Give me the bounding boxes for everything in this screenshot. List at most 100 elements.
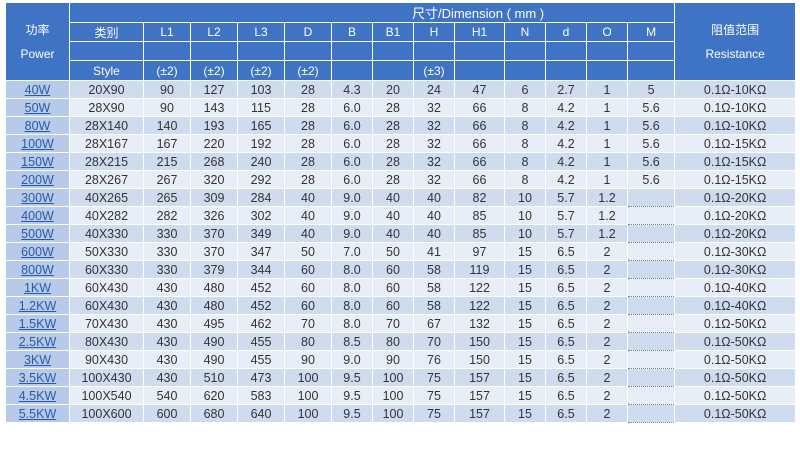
power-link[interactable]: 5.5KW	[18, 406, 57, 421]
dimension-cell	[626, 368, 676, 387]
table-row: 500W 40X330 330 370 349 40 9.0 40 40 85 10 5.7 1.2 0.…	[5, 224, 797, 243]
table-body: 40W 20X90 90 127 103 28 4.3 20 24 47 6 2.7 1 5 0.1Ω-10…	[5, 80, 797, 423]
dimension-cell: 50	[372, 242, 414, 261]
column-header: H	[413, 22, 455, 42]
style-cell: 100X430	[69, 368, 144, 387]
power-cell[interactable]: 150W	[5, 152, 70, 171]
power-link[interactable]: 600W	[21, 244, 54, 259]
power-cell[interactable]: 5.5KW	[5, 404, 70, 423]
dimension-cell	[626, 278, 676, 297]
power-cell[interactable]: 1.2KW	[5, 296, 70, 315]
column-header-spacer	[454, 41, 505, 61]
power-cell[interactable]: 200W	[5, 170, 70, 189]
dimension-cell: 66	[454, 134, 505, 153]
column-header-spacer	[237, 41, 285, 61]
power-link[interactable]: 2.5KW	[18, 334, 57, 349]
dimension-cell: 28	[372, 116, 414, 135]
dimension-cell: 620	[190, 386, 238, 405]
dimension-cell: 127	[190, 80, 238, 99]
power-link[interactable]: 150W	[21, 154, 54, 169]
power-link[interactable]: 4.5KW	[18, 388, 57, 403]
table-row: 150W 28X215 215 268 240 28 6.0 28 32 66 8 4.2 1 5.6 0.…	[5, 152, 797, 171]
power-link[interactable]: 400W	[21, 208, 54, 223]
style-cell: 60X330	[69, 260, 144, 279]
dimension-cell: 15	[504, 260, 546, 279]
dimension-cell: 10	[504, 206, 546, 225]
dimension-cell: 15	[504, 278, 546, 297]
power-link[interactable]: 1.2KW	[18, 298, 57, 313]
dimension-cell: 157	[454, 368, 505, 387]
dimension-cell: 330	[143, 260, 191, 279]
dimension-cell: 28	[284, 116, 332, 135]
column-header-spacer	[413, 41, 455, 61]
power-link[interactable]: 40W	[24, 82, 51, 97]
power-cell[interactable]: 100W	[5, 134, 70, 153]
table-row: 3.5KW 100X430 430 510 473 100 9.5 100 75 157 15 6.5…	[5, 368, 797, 387]
dimension-cell: 6.0	[331, 134, 373, 153]
dimension-cell: 8.0	[331, 260, 373, 279]
dimension-cell: 2	[586, 314, 628, 333]
column-header: H1	[454, 22, 505, 42]
dimension-cell: 1.2	[586, 224, 628, 243]
dimension-cell: 292	[237, 170, 285, 189]
dimension-cell: 2	[586, 260, 628, 279]
dimension-cell: 70	[284, 314, 332, 333]
power-link[interactable]: 50W	[24, 100, 51, 115]
dimension-cell: 15	[504, 386, 546, 405]
power-cell[interactable]: 4.5KW	[5, 386, 70, 405]
power-link[interactable]: 500W	[21, 226, 54, 241]
power-link[interactable]: 3.5KW	[18, 370, 57, 385]
dimension-cell: 6.5	[545, 260, 587, 279]
dimension-cell: 32	[413, 170, 455, 189]
dimension-cell: 1	[586, 80, 628, 99]
power-cell[interactable]: 1.5KW	[5, 314, 70, 333]
dimension-cell: 32	[413, 98, 455, 117]
power-cell[interactable]: 1KW	[5, 278, 70, 297]
power-cell[interactable]: 500W	[5, 224, 70, 243]
dimension-cell: 140	[143, 116, 191, 135]
dimension-cell: 6.5	[545, 404, 587, 423]
dimension-cell: 5.6	[626, 116, 676, 135]
column-header: L2	[190, 22, 238, 42]
power-cell[interactable]: 80W	[5, 116, 70, 135]
power-cell[interactable]: 50W	[5, 98, 70, 117]
dimension-cell: 41	[413, 242, 455, 261]
dimension-cell: 6.5	[545, 296, 587, 315]
power-cell[interactable]: 300W	[5, 188, 70, 207]
power-link[interactable]: 200W	[21, 172, 54, 187]
column-tolerance	[545, 60, 587, 81]
dimension-cell	[626, 260, 676, 279]
column-tolerance	[504, 60, 546, 81]
dimension-cell: 480	[190, 278, 238, 297]
dimension-cell: 85	[454, 224, 505, 243]
dimension-cell: 347	[237, 242, 285, 261]
power-header-en: Power	[20, 46, 55, 61]
dimension-cell: 66	[454, 152, 505, 171]
power-link[interactable]: 80W	[24, 118, 51, 133]
resistance-cell: 0.1Ω-15KΩ	[674, 152, 797, 171]
power-cell[interactable]: 400W	[5, 206, 70, 225]
dimension-cell: 8.5	[331, 332, 373, 351]
power-link[interactable]: 1KW	[23, 280, 52, 295]
column-tolerance	[586, 60, 628, 81]
power-cell[interactable]: 800W	[5, 260, 70, 279]
column-header-spacer	[190, 41, 238, 61]
power-link[interactable]: 100W	[21, 136, 54, 151]
power-cell[interactable]: 3.5KW	[5, 368, 70, 387]
power-link[interactable]: 1.5KW	[18, 316, 57, 331]
dimension-cell: 58	[413, 296, 455, 315]
dimension-cell: 4.2	[545, 116, 587, 135]
power-link[interactable]: 800W	[21, 262, 54, 277]
power-link[interactable]: 300W	[21, 190, 54, 205]
power-cell[interactable]: 600W	[5, 242, 70, 261]
dimension-cell: 6.5	[545, 314, 587, 333]
power-cell[interactable]: 3KW	[5, 350, 70, 369]
power-cell[interactable]: 40W	[5, 80, 70, 99]
column-header: M	[626, 22, 676, 42]
power-link[interactable]: 3KW	[23, 352, 52, 367]
dimension-cell: 50	[284, 242, 332, 261]
power-header-cn: 功率	[25, 22, 50, 37]
dimension-cell: 5.6	[626, 170, 676, 189]
dimension-cell: 455	[237, 350, 285, 369]
power-cell[interactable]: 2.5KW	[5, 332, 70, 351]
